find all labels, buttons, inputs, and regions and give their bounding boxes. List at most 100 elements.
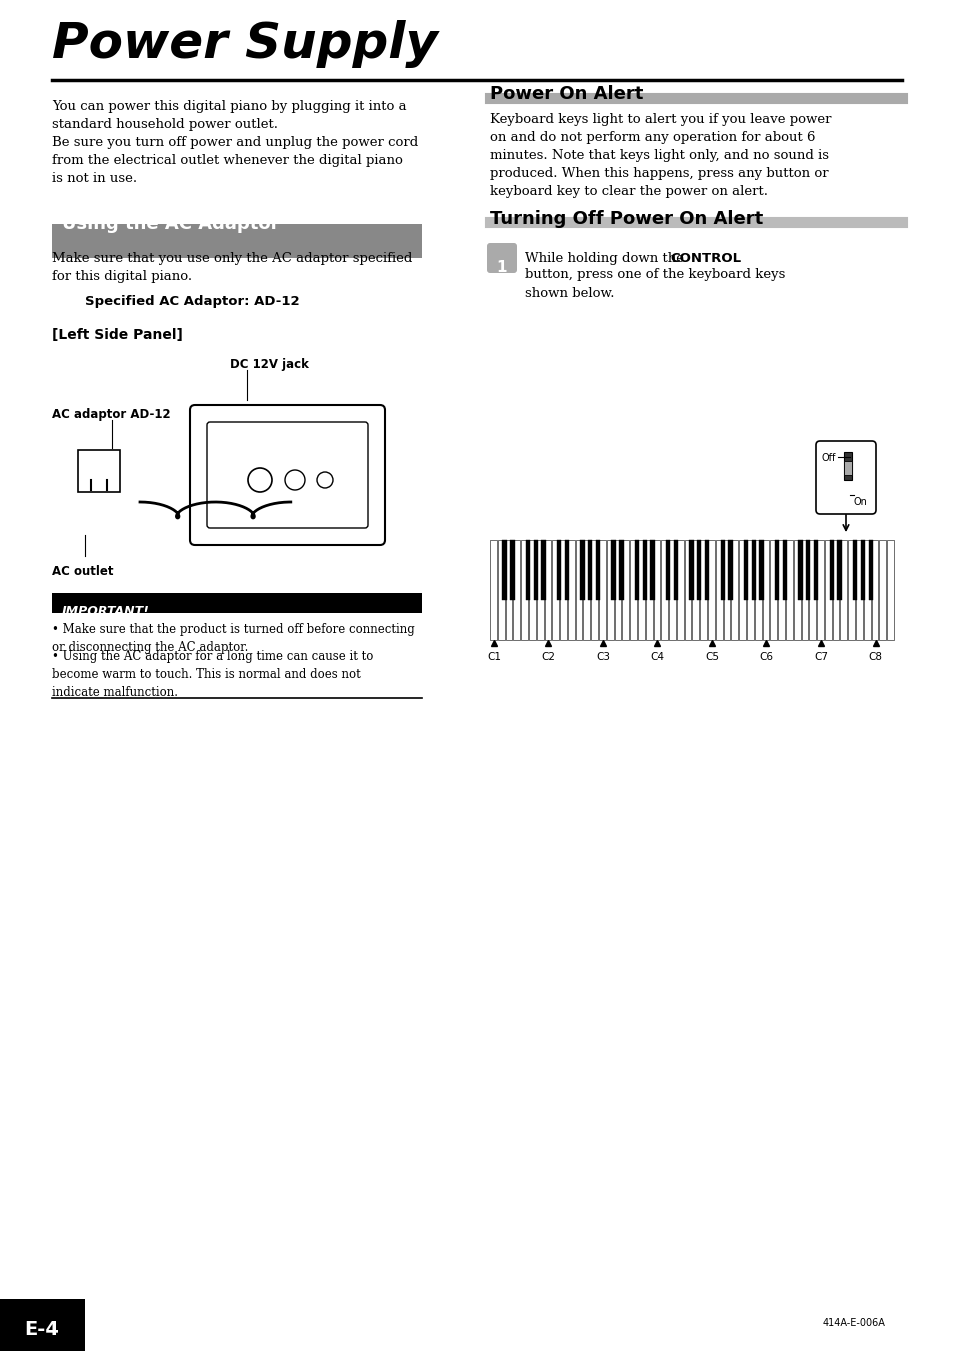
Bar xyxy=(677,540,683,640)
Bar xyxy=(886,540,893,640)
Bar xyxy=(689,540,693,600)
Bar xyxy=(700,540,706,640)
Bar xyxy=(862,540,870,640)
Bar xyxy=(727,540,732,600)
Bar xyxy=(642,540,646,600)
Bar xyxy=(665,540,670,600)
Bar xyxy=(855,540,862,640)
Text: C6: C6 xyxy=(759,653,773,662)
Bar xyxy=(611,540,615,600)
Text: C1: C1 xyxy=(486,653,500,662)
Bar xyxy=(497,540,504,640)
Text: Keyboard keys light to alert you if you leave power
on and do not perform any op: Keyboard keys light to alert you if you … xyxy=(490,113,831,199)
Bar xyxy=(798,540,801,600)
Bar xyxy=(723,540,730,640)
Bar xyxy=(510,540,514,600)
Bar xyxy=(660,540,667,640)
Bar xyxy=(739,540,745,640)
Bar xyxy=(731,540,738,640)
Text: button, press one of the keyboard keys
shown below.: button, press one of the keyboard keys s… xyxy=(524,267,784,300)
Bar xyxy=(813,540,818,600)
Bar xyxy=(598,540,605,640)
Bar xyxy=(832,540,839,640)
Text: • Using the AC adaptor for a long time can cause it to
become warm to touch. Thi: • Using the AC adaptor for a long time c… xyxy=(52,650,373,698)
Bar xyxy=(528,540,536,640)
Bar xyxy=(751,540,755,600)
Bar xyxy=(525,540,530,600)
Bar xyxy=(606,540,613,640)
Text: 1: 1 xyxy=(497,259,507,276)
Bar xyxy=(805,540,810,600)
Bar xyxy=(743,540,747,600)
Text: IMPORTANT!: IMPORTANT! xyxy=(62,605,150,617)
Bar xyxy=(840,540,846,640)
Text: C3: C3 xyxy=(596,653,609,662)
Circle shape xyxy=(285,470,305,490)
FancyBboxPatch shape xyxy=(815,440,875,513)
Bar xyxy=(785,540,792,640)
Bar xyxy=(559,540,566,640)
Circle shape xyxy=(316,471,333,488)
Bar xyxy=(513,540,519,640)
Bar xyxy=(575,540,582,640)
Circle shape xyxy=(248,467,272,492)
Text: On: On xyxy=(853,497,867,507)
Bar xyxy=(552,540,558,640)
Text: Turning Off Power On Alert: Turning Off Power On Alert xyxy=(490,209,762,228)
Bar xyxy=(793,540,800,640)
Bar xyxy=(614,540,620,640)
Bar xyxy=(533,540,537,600)
Bar xyxy=(544,540,551,640)
FancyBboxPatch shape xyxy=(52,593,421,613)
FancyBboxPatch shape xyxy=(486,243,517,273)
Text: C2: C2 xyxy=(541,653,555,662)
Bar xyxy=(596,540,599,600)
Bar xyxy=(502,540,506,600)
Bar xyxy=(618,540,623,600)
Text: 414A-E-006A: 414A-E-006A xyxy=(821,1319,884,1328)
Bar xyxy=(867,540,872,600)
Bar xyxy=(720,540,724,600)
Bar xyxy=(653,540,659,640)
Bar xyxy=(871,540,878,640)
Text: Specified AC Adaptor: AD-12: Specified AC Adaptor: AD-12 xyxy=(85,295,299,308)
Bar xyxy=(583,540,590,640)
Bar xyxy=(564,540,568,600)
Bar xyxy=(801,540,807,640)
Bar xyxy=(673,540,678,600)
Text: Using the AC Adaptor: Using the AC Adaptor xyxy=(62,215,279,232)
Bar xyxy=(770,540,777,640)
Bar xyxy=(537,540,543,640)
Bar xyxy=(879,540,885,640)
Text: C4: C4 xyxy=(650,653,663,662)
FancyBboxPatch shape xyxy=(0,1300,85,1351)
Bar xyxy=(697,540,700,600)
Bar xyxy=(541,540,545,600)
Bar xyxy=(778,540,784,640)
Bar xyxy=(715,540,721,640)
Bar xyxy=(860,540,864,600)
Text: Make sure that you use only the AC adaptor specified
for this digital piano.: Make sure that you use only the AC adapt… xyxy=(52,253,412,282)
Bar xyxy=(567,540,574,640)
Bar xyxy=(824,540,831,640)
Bar xyxy=(847,540,854,640)
Bar xyxy=(621,540,629,640)
Bar xyxy=(634,540,639,600)
Bar xyxy=(852,540,857,600)
FancyBboxPatch shape xyxy=(207,422,368,528)
Text: Off: Off xyxy=(821,453,836,463)
Text: AC outlet: AC outlet xyxy=(52,565,113,578)
Bar xyxy=(774,540,779,600)
Bar xyxy=(761,540,768,640)
Bar xyxy=(591,540,598,640)
Text: C7: C7 xyxy=(813,653,827,662)
FancyBboxPatch shape xyxy=(52,224,421,258)
Text: You can power this digital piano by plugging it into a
standard household power : You can power this digital piano by plug… xyxy=(52,100,417,185)
Text: AC adaptor AD-12: AC adaptor AD-12 xyxy=(52,408,171,422)
Text: Power Supply: Power Supply xyxy=(52,20,437,68)
Text: [Left Side Panel]: [Left Side Panel] xyxy=(52,328,183,342)
Bar xyxy=(650,540,654,600)
Bar xyxy=(829,540,833,600)
Bar xyxy=(843,461,851,476)
Bar xyxy=(759,540,763,600)
